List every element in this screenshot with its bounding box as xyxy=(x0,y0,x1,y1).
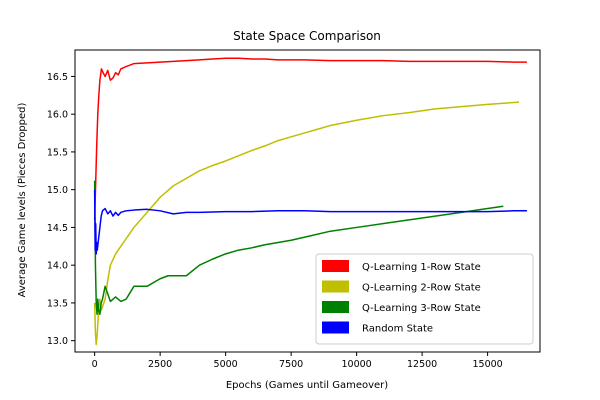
x-axis-label: Epochs (Games until Gameover) xyxy=(226,380,388,391)
legend-swatch xyxy=(322,260,349,272)
legend-swatch xyxy=(322,301,349,313)
legend-swatch xyxy=(322,321,349,334)
x-tick-label: 12500 xyxy=(407,359,437,370)
y-axis-label: Average Game levels (Pieces Dropped) xyxy=(17,102,28,297)
x-tick-label: 7500 xyxy=(279,359,303,370)
x-tick-label: 0 xyxy=(92,359,98,370)
x-tick-label: 2500 xyxy=(148,359,172,370)
legend-label: Q-Learning 3-Row State xyxy=(362,303,481,314)
series-line-4 xyxy=(93,189,527,255)
legend-label: Q-Learning 2-Row State xyxy=(362,283,481,294)
y-axis-ticks: 13.0 13.5 14.0 14.5 15.0 15.5 16.0 16.5 xyxy=(47,72,75,347)
x-axis-ticks: 0 2500 5000 7500 10000 12500 15000 xyxy=(92,352,503,370)
y-tick-label: 14.0 xyxy=(47,261,68,272)
legend-box xyxy=(315,253,534,345)
legend-label: Q-Learning 1-Row State xyxy=(362,262,481,273)
y-tick-label: 13.0 xyxy=(47,336,68,347)
legend: Q-Learning 1-Row State Q-Learning 2-Row S… xyxy=(315,253,534,345)
x-tick-label: 5000 xyxy=(214,359,238,370)
y-tick-label: 16.0 xyxy=(47,110,68,121)
y-tick-label: 15.5 xyxy=(47,147,68,158)
legend-swatch xyxy=(322,280,349,293)
y-tick-label: 13.5 xyxy=(47,298,68,309)
plot-frame xyxy=(74,49,541,353)
y-tick-label: 14.5 xyxy=(47,223,68,234)
y-tick-label: 15.0 xyxy=(47,185,68,196)
series-line-2 xyxy=(93,101,520,346)
legend-label: Random State xyxy=(362,324,433,335)
series-line-3 xyxy=(93,180,504,315)
x-tick-label: 15000 xyxy=(472,359,502,370)
series-line-1 xyxy=(93,57,527,220)
y-tick-label: 16.5 xyxy=(47,72,68,83)
chart-title: State Space Comparison xyxy=(233,29,381,43)
series-layer xyxy=(93,57,527,346)
x-tick-label: 10000 xyxy=(342,359,372,370)
